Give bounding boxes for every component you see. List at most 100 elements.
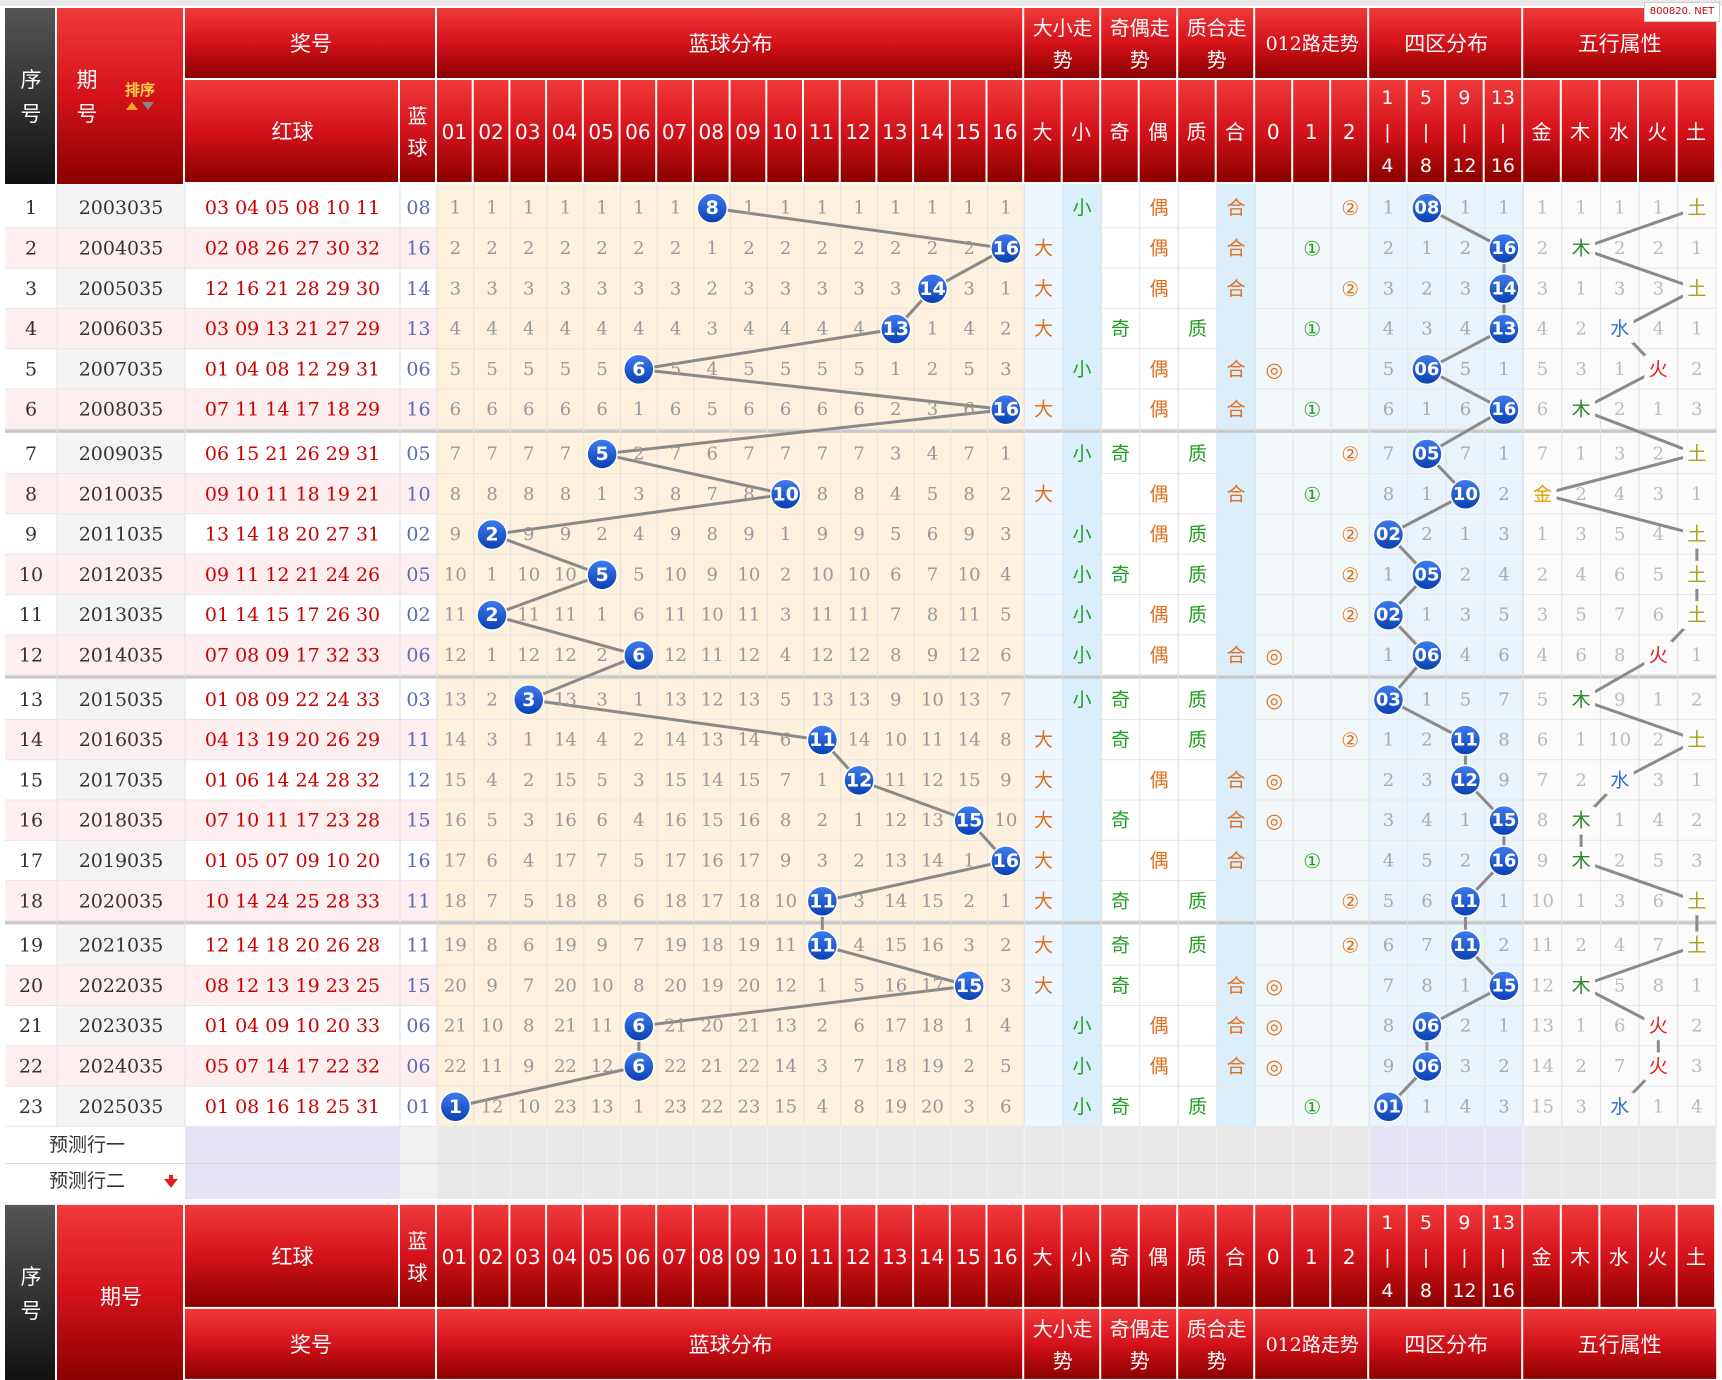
col-line [876,184,878,1127]
row-blue-ball: 06 [406,1015,430,1037]
blue-miss-count: 4 [853,935,864,956]
row-line [5,799,1717,801]
road012-value: ② [1341,523,1359,547]
blue-miss-count: 3 [523,810,534,831]
zone-miss-count: 9 [1498,770,1509,791]
blue-miss-count: 2 [523,770,534,791]
blue-miss-count: 8 [890,645,901,666]
blue-miss-count: 12 [481,1096,504,1117]
group-separator [5,674,1717,679]
road012-col-header-cell [1255,80,1292,182]
blue-ball-hit-label: 16 [993,237,1019,259]
blue-miss-count: 3 [560,278,571,299]
blue-miss-count: 6 [1000,1096,1011,1117]
elem-miss-count: 14 [1531,1056,1554,1077]
blue-miss-count: 4 [596,730,607,751]
blue-ball-hit [806,724,839,756]
row-period: 2020035 [79,890,164,912]
blue-miss-count: 1 [743,198,754,219]
row-blue-ball: 06 [406,358,430,380]
row-red-balls: 12 14 18 20 26 28 [205,935,380,957]
elem-miss-count: 2 [1691,689,1702,710]
elem-miss-count: 4 [1614,484,1625,505]
elem-miss-count: 3 [1614,891,1625,912]
row-blue-ball: 11 [406,729,430,751]
blue-miss-count: 2 [817,1016,828,1037]
period-header-cell [57,1204,183,1380]
predict-row-one[interactable]: 预测行一 [49,1134,125,1156]
odd-even-value: 偶 [1149,850,1168,872]
elem-miss-count: 1 [1691,975,1702,996]
sort-up-icon[interactable] [126,102,138,110]
blue-col-header-cell [657,80,692,182]
blue-miss-count: 9 [927,645,938,666]
road012-value: ② [1341,563,1359,587]
elem-miss-count: 2 [1653,443,1664,464]
five-elem-header-label: 五行属性 [1578,32,1662,56]
row-red-balls: 10 14 24 25 28 33 [205,890,380,912]
blue-col-header-label: 11 [809,1245,834,1269]
blue-miss-count: 10 [664,564,687,585]
blue-miss-count: 10 [811,564,834,585]
sort-down-icon[interactable] [142,102,154,110]
road012-value: ◎ [1265,1014,1282,1038]
blue-miss-count: 20 [444,975,467,996]
row-stripe [5,228,437,269]
row-seq: 11 [19,604,43,626]
blue-col-header-label: 02 [478,1245,503,1269]
blue-miss-count: 11 [554,605,577,626]
predict-row-two[interactable]: 预测行二 [49,1170,125,1192]
blue-ball-hit-label: 2 [485,604,498,626]
prize-header-label: 奖号 [290,1333,332,1357]
blue-ball-header-label-b: 球 [408,1261,428,1285]
blue-miss-count: 22 [554,1056,577,1077]
blue-miss-count: 17 [737,850,760,871]
elem-miss-count: 1 [1691,319,1702,340]
blue-ball-hit [586,559,618,591]
blue-miss-count: 14 [921,850,944,871]
row-red-balls: 08 12 13 19 23 25 [205,975,380,997]
zone-col-header-from: 13 [1491,1212,1515,1234]
blue-miss-count: 3 [963,935,974,956]
blue-miss-count: 10 [554,564,577,585]
elem-miss-count: 3 [1614,278,1625,299]
zone-miss-count: 5 [1421,850,1432,871]
zone-miss-count: 6 [1383,935,1394,956]
elem-miss-count: 2 [1614,399,1625,420]
elem-hit-value: 土 [1687,524,1706,546]
blue-miss-count: 10 [848,564,871,585]
blue-miss-count: 12 [848,645,871,666]
blue-miss-count: 14 [701,770,724,791]
blue-miss-count: 1 [817,975,828,996]
prime-composite-value: 合 [1226,278,1245,300]
zone-col-header-sep: | [1384,121,1390,143]
seq-header-label-b: 号 [21,1299,42,1323]
blue-col-header-label: 08 [699,120,724,144]
blue-miss-count: 6 [596,399,607,420]
sort-button[interactable]: 排序 [125,81,155,99]
blue-miss-count: 22 [664,1056,687,1077]
blue-miss-count: 8 [450,484,461,505]
col-line [1599,184,1601,1127]
zone-miss-count: 6 [1421,891,1432,912]
zone-col-header-sep: | [1384,1246,1390,1268]
row-blue-ball: 02 [406,524,430,546]
blue-col-header-cell [950,1204,986,1307]
blue-miss-count: 6 [963,399,974,420]
blue-miss-count: 6 [486,399,497,420]
zone-hit-label: 16 [1491,238,1516,259]
blue-miss-count: 12 [591,1056,614,1077]
blue-miss-count: 3 [523,278,534,299]
row-red-balls: 07 11 14 17 18 29 [205,399,380,421]
blue-miss-count: 1 [963,1016,974,1037]
blue-miss-count: 3 [707,319,718,340]
elem-miss-count: 1 [1575,730,1586,751]
odd-even-col-header-cell [1139,80,1177,182]
blue-col-header-label: 12 [845,1245,870,1269]
elem-miss-count: 6 [1537,730,1548,751]
blue-miss-count: 1 [450,198,461,219]
four-zone-header-label: 四区分布 [1404,32,1488,56]
add-row-arrow-icon[interactable] [164,1174,178,1188]
blue-miss-count: 5 [450,359,461,380]
blue-miss-count: 2 [707,278,718,299]
